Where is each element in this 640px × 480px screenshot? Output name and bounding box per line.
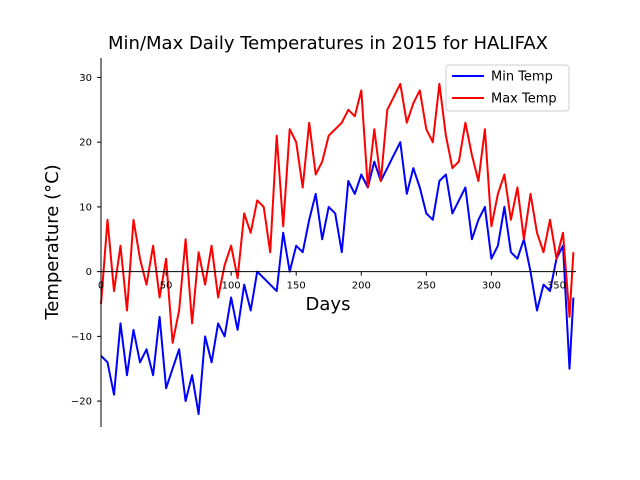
y-tick-label: 10: [79, 202, 92, 213]
series-line-max-temp: [100, 82, 575, 344]
y-tick-label: −20: [71, 397, 92, 408]
x-tick-label: 350: [547, 281, 566, 292]
y-tick-label: 20: [79, 138, 92, 149]
x-tick-label: 50: [160, 281, 173, 292]
x-tick-label: 100: [222, 281, 241, 292]
series-line-min-temp: [100, 141, 575, 416]
x-axis-label: Days: [306, 294, 351, 315]
x-tick-label: 300: [482, 281, 501, 292]
x-tick-label: 200: [352, 281, 371, 292]
y-tick-label: 0: [86, 267, 92, 278]
legend-label-max-temp: Max Temp: [491, 92, 557, 107]
y-tick-label: 30: [79, 73, 92, 84]
y-tick-label: −10: [71, 332, 92, 343]
legend-label-min-temp: Min Temp: [491, 70, 553, 85]
chart-title: Min/Max Daily Temperatures in 2015 for H…: [108, 33, 548, 54]
x-tick-label: 250: [417, 281, 436, 292]
x-tick-label: 150: [287, 281, 306, 292]
x-tick-label: 0: [98, 281, 104, 292]
legend: Min Temp Max Temp: [445, 64, 570, 112]
y-axis-label: Temperature (°C): [42, 164, 63, 320]
series-layer: [100, 82, 575, 416]
